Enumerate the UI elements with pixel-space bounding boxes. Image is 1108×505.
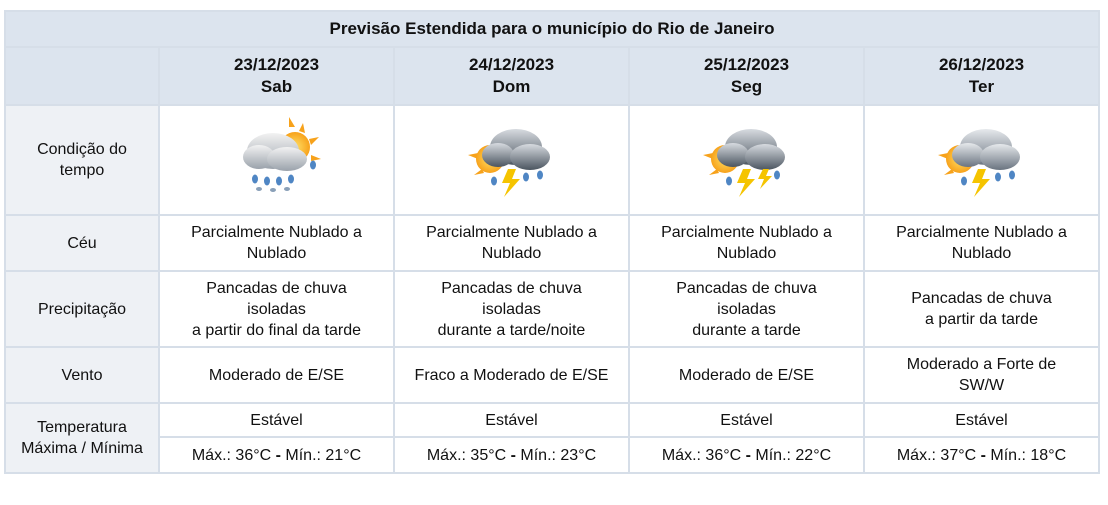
vento-value: Moderado de E/SE bbox=[160, 348, 393, 402]
day-date: 26/12/2023 bbox=[938, 55, 1025, 74]
day-weekday: Seg bbox=[730, 77, 763, 96]
row-label-temperatura: Temperatura Máxima / Mínima bbox=[6, 404, 158, 472]
thunderstorm-icon bbox=[699, 109, 795, 205]
temperatura-value: Máx.: 36°C - Mín.: 21°C bbox=[160, 438, 393, 472]
precipitacao-value: Pancadas de chuva a partir da tarde bbox=[865, 272, 1098, 346]
ceu-value: Parcialmente Nublado a Nublado bbox=[395, 216, 628, 270]
ceu-value: Parcialmente Nublado a Nublado bbox=[160, 216, 393, 270]
forecast-table: Previsão Estendida para o município do R… bbox=[4, 10, 1100, 474]
ceu-value: Parcialmente Nublado a Nublado bbox=[865, 216, 1098, 270]
partly-cloudy-rain-icon bbox=[229, 109, 325, 205]
row-label-ceu: Céu bbox=[6, 216, 158, 270]
thunderstorm-icon bbox=[464, 109, 560, 205]
row-label-precipitacao: Precipitação bbox=[6, 272, 158, 346]
ceu-row: Céu Parcialmente Nublado a Nublado Parcia… bbox=[6, 216, 1098, 270]
precipitacao-value: Pancadas de chuva isoladas durante a tarde… bbox=[395, 272, 628, 346]
vento-row: Vento Moderado de E/SE Fraco a Moderado … bbox=[6, 348, 1098, 402]
temperatura-value: Máx.: 35°C - Mín.: 23°C bbox=[395, 438, 628, 472]
forecast-title: Previsão Estendida para o município do R… bbox=[6, 12, 1098, 46]
ceu-value: Parcialmente Nublado a Nublado bbox=[630, 216, 863, 270]
date-header-row: 23/12/2023 Sab 24/12/2023 Dom 25/12/2023… bbox=[6, 48, 1098, 104]
day-date: 24/12/2023 bbox=[468, 55, 555, 74]
day-weekday: Dom bbox=[492, 77, 531, 96]
tendencia-value: Estável bbox=[395, 404, 628, 436]
day-weekday: Ter bbox=[968, 77, 995, 96]
temperatura-row: Máx.: 36°C - Mín.: 21°C Máx.: 35°C - Mín… bbox=[6, 438, 1098, 472]
day-header: 25/12/2023 Seg bbox=[630, 48, 863, 104]
precipitacao-row: Precipitação Pancadas de chuva isoladas a … bbox=[6, 272, 1098, 346]
condition-row: Condição do tempo bbox=[6, 106, 1098, 214]
temperatura-value: Máx.: 37°C - Mín.: 18°C bbox=[865, 438, 1098, 472]
corner-cell bbox=[6, 48, 158, 104]
precipitacao-value: Pancadas de chuva isoladas a partir do fin… bbox=[160, 272, 393, 346]
day-date: 25/12/2023 bbox=[703, 55, 790, 74]
tendencia-value: Estável bbox=[160, 404, 393, 436]
vento-value: Moderado de E/SE bbox=[630, 348, 863, 402]
day-date: 23/12/2023 bbox=[233, 55, 320, 74]
vento-value: Moderado a Forte de SW/W bbox=[865, 348, 1098, 402]
thunderstorm-icon bbox=[934, 109, 1030, 205]
row-label-condicao: Condição do tempo bbox=[6, 106, 158, 214]
tendencia-value: Estável bbox=[630, 404, 863, 436]
tendencia-row: Temperatura Máxima / Mínima Estável Está… bbox=[6, 404, 1098, 472]
row-label-vento: Vento bbox=[6, 348, 158, 402]
day-header: 24/12/2023 Dom bbox=[395, 48, 628, 104]
day-weekday: Sab bbox=[260, 77, 293, 96]
temperatura-value: Máx.: 36°C - Mín.: 22°C bbox=[630, 438, 863, 472]
tendencia-value: Estável bbox=[865, 404, 1098, 436]
title-row: Previsão Estendida para o município do R… bbox=[6, 12, 1098, 46]
vento-value: Fraco a Moderado de E/SE bbox=[395, 348, 628, 402]
day-header: 23/12/2023 Sab bbox=[160, 48, 393, 104]
day-header: 26/12/2023 Ter bbox=[865, 48, 1098, 104]
precipitacao-value: Pancadas de chuva isoladas durante a tarde bbox=[630, 272, 863, 346]
